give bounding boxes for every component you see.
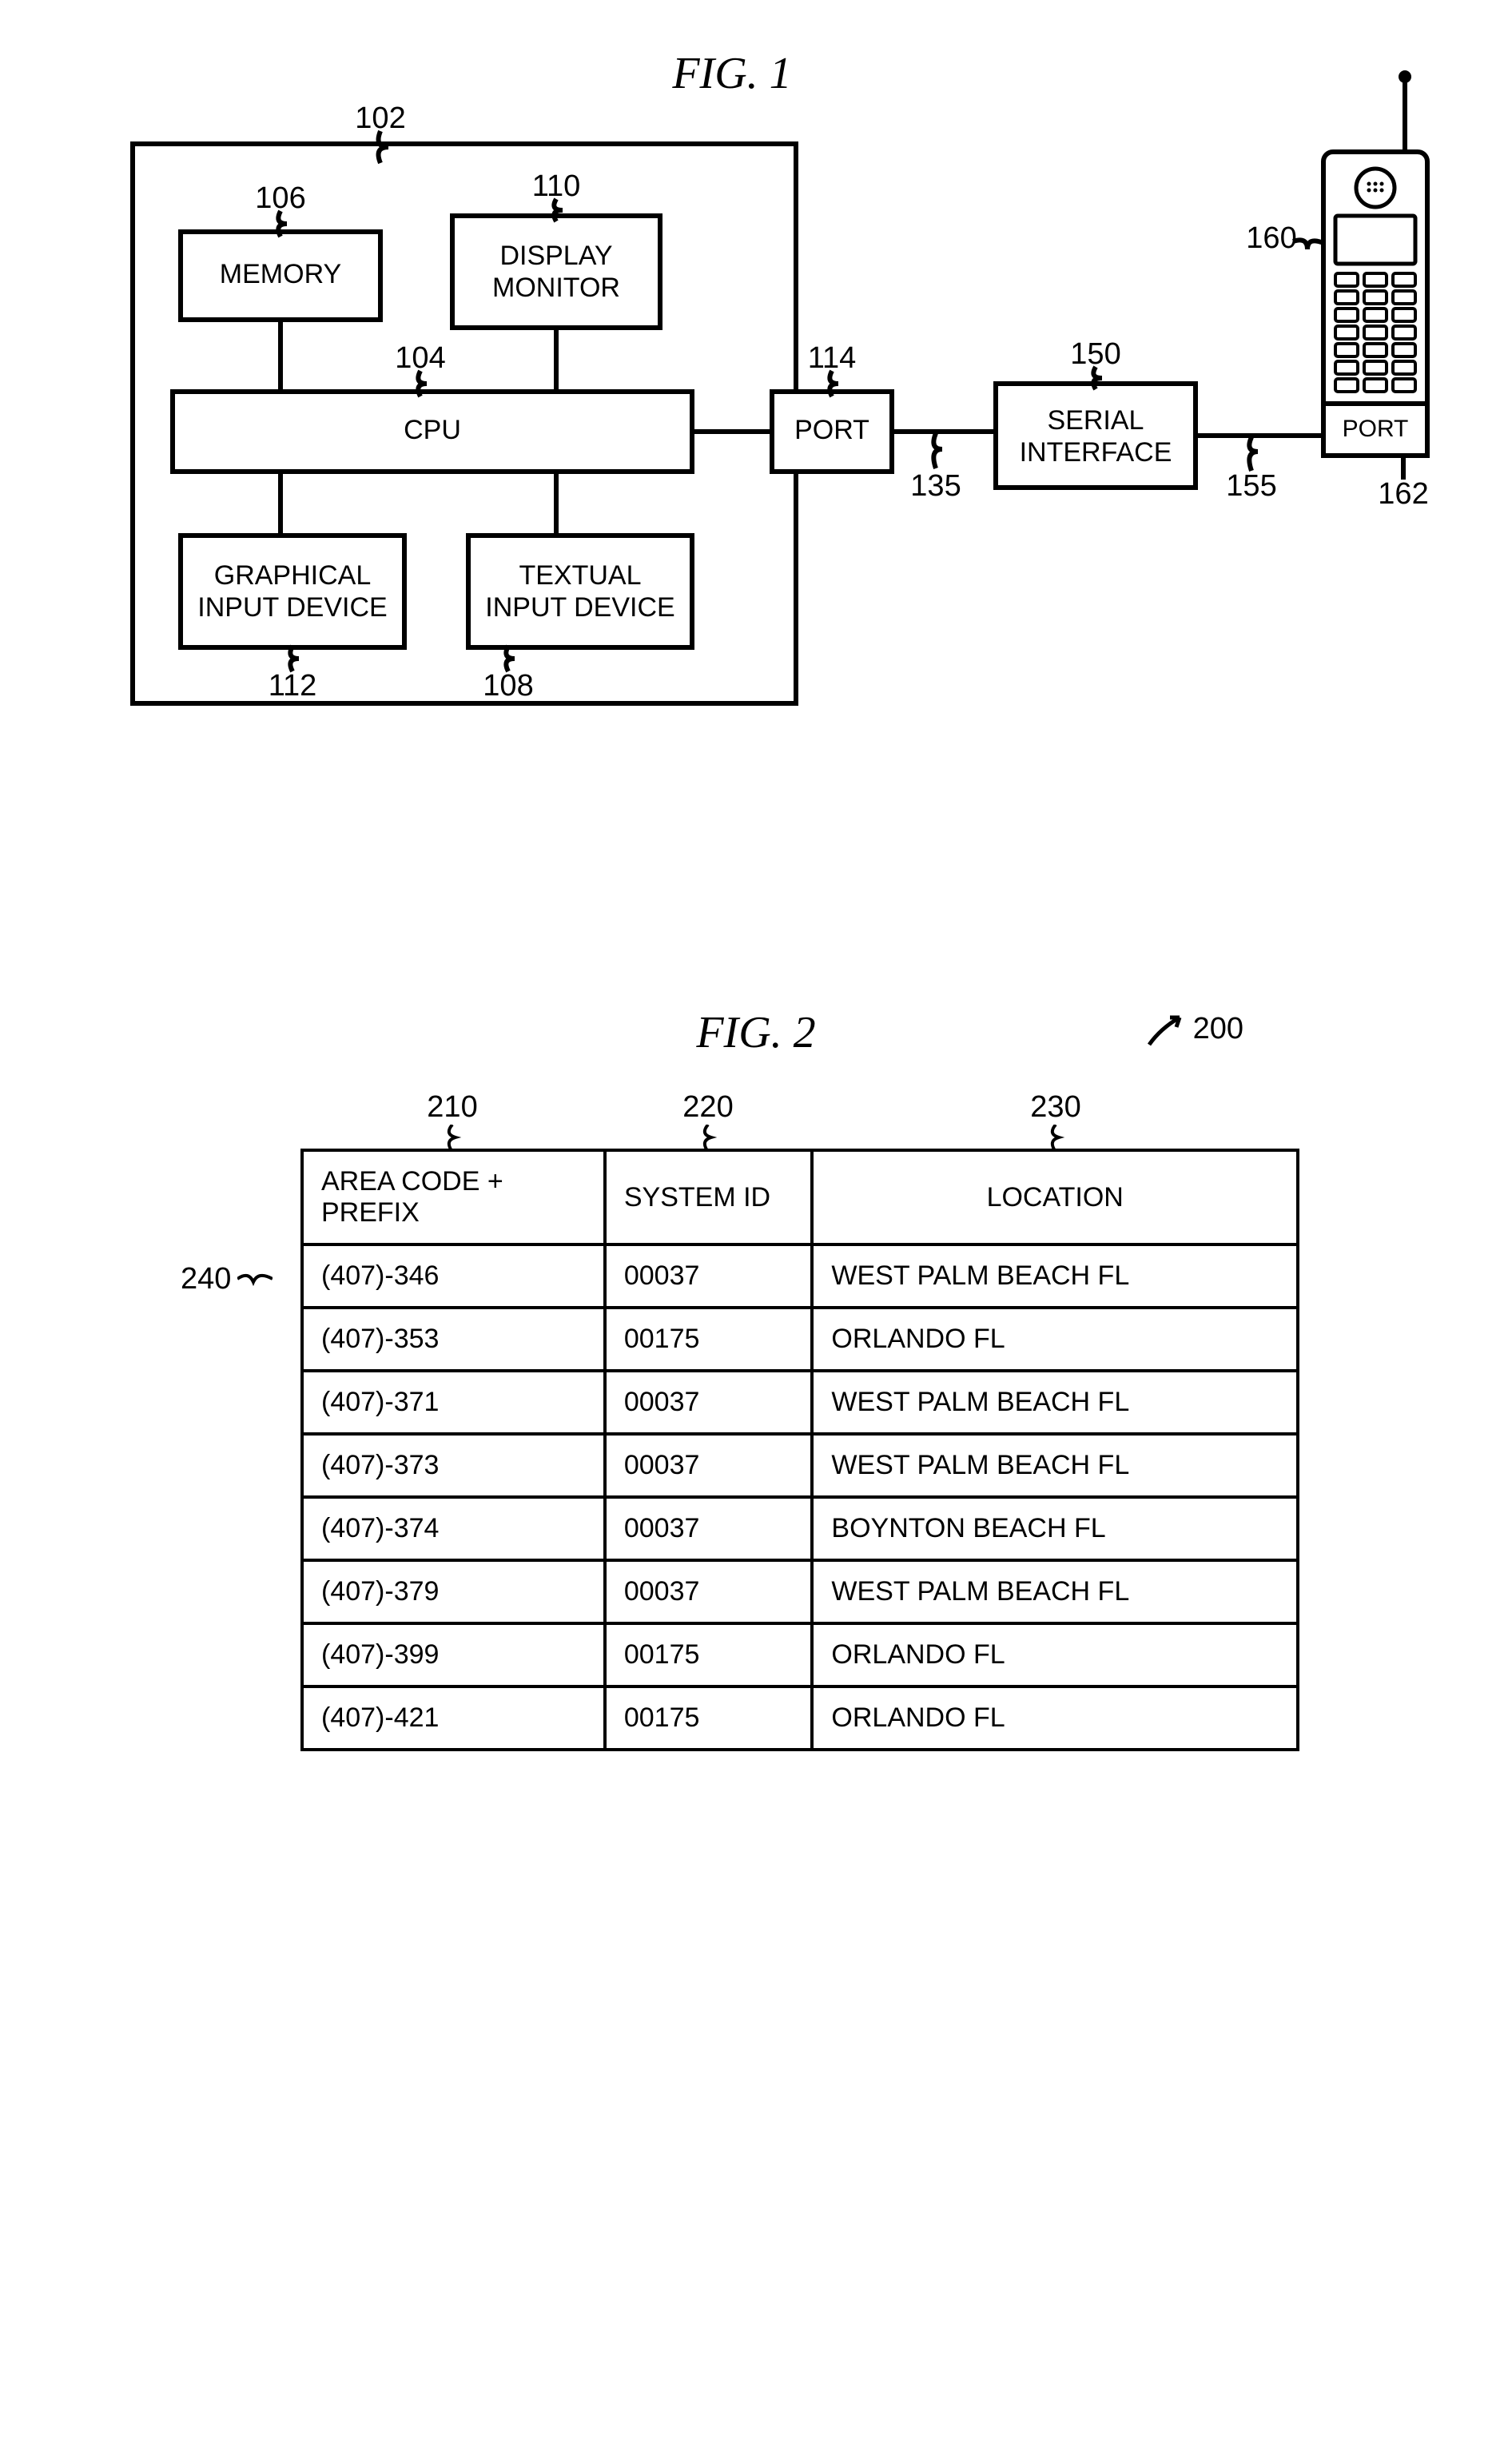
table-cell: (407)-346 (302, 1244, 605, 1308)
table-cell: (407)-399 (302, 1623, 605, 1686)
ref-112: 112 (269, 669, 317, 703)
col-header-2: LOCATION (812, 1150, 1298, 1244)
port-label: PORT (794, 415, 869, 445)
figure-1: FIG. 1 102 MEMORY 106 DISPLAY MONITOR 11… (77, 48, 1435, 767)
fig2-caption-row: FIG. 2 200 (157, 1007, 1355, 1058)
table-cell: (407)-374 (302, 1497, 605, 1560)
table-row: (407)-39900175ORLANDO FL (302, 1623, 1298, 1686)
table-header-row: AREA CODE + PREFIX SYSTEM ID LOCATION (302, 1150, 1298, 1244)
phone-icon (1323, 70, 1427, 456)
ref-102: 102 (355, 102, 405, 135)
ref-150: 150 (1070, 337, 1120, 371)
ref-104: 104 (395, 341, 445, 375)
fig2-table: AREA CODE + PREFIX SYSTEM ID LOCATION (4… (300, 1149, 1299, 1751)
table-cell: 00175 (605, 1308, 813, 1371)
table-cell: WEST PALM BEACH FL (812, 1560, 1298, 1623)
leader-160 (1293, 240, 1323, 249)
table-row: (407)-35300175ORLANDO FL (302, 1308, 1298, 1371)
table-cell: ORLANDO FL (812, 1686, 1298, 1750)
table-cell: WEST PALM BEACH FL (812, 1244, 1298, 1308)
table-cell: 00037 (605, 1371, 813, 1434)
table-row: (407)-37400037BOYNTON BEACH FL (302, 1497, 1298, 1560)
graphical-label-2: INPUT DEVICE (197, 592, 387, 623)
table-cell: 00175 (605, 1686, 813, 1750)
table-row: (407)-42100175ORLANDO FL (302, 1686, 1298, 1750)
table-cell: 00037 (605, 1434, 813, 1497)
ref-240-wrap: 240 (181, 1262, 273, 1296)
phone-port-label: PORT (1343, 416, 1409, 442)
table-cell: 00037 (605, 1560, 813, 1623)
ref-240: 240 (181, 1262, 231, 1296)
column-refs: 210 220 230 (300, 1090, 1299, 1149)
fig2-caption: FIG. 2 (696, 1008, 815, 1057)
textual-label-1: TEXTUAL (519, 560, 641, 591)
ref-200: 200 (1193, 1012, 1243, 1045)
ref-106: 106 (255, 181, 305, 215)
table-row: (407)-37300037WEST PALM BEACH FL (302, 1434, 1298, 1497)
ref-155: 155 (1226, 469, 1276, 503)
figure-2: FIG. 2 200 210 220 230 240 AREA CODE + P… (157, 1007, 1355, 1751)
leader-155 (1249, 437, 1258, 471)
cpu-label: CPU (404, 415, 461, 445)
ref-135: 135 (910, 469, 961, 503)
table-cell: 00037 (605, 1244, 813, 1308)
table-cell: (407)-421 (302, 1686, 605, 1750)
table-row: (407)-34600037WEST PALM BEACH FL (302, 1244, 1298, 1308)
table-cell: (407)-379 (302, 1560, 605, 1623)
ref-162: 162 (1378, 477, 1428, 511)
table-cell: 00037 (605, 1497, 813, 1560)
textual-label-2: INPUT DEVICE (485, 592, 674, 623)
table-cell: ORLANDO FL (812, 1623, 1298, 1686)
ref-200-wrap: 200 (1144, 1012, 1243, 1048)
ref-108: 108 (483, 669, 533, 703)
table-cell: (407)-373 (302, 1434, 605, 1497)
col-header-1: SYSTEM ID (605, 1150, 813, 1244)
graphical-label-1: GRAPHICAL (214, 560, 372, 591)
table-cell: BOYNTON BEACH FL (812, 1497, 1298, 1560)
table-cell: WEST PALM BEACH FL (812, 1371, 1298, 1434)
display-label-1: DISPLAY (499, 241, 612, 271)
col-header-0: AREA CODE + PREFIX (302, 1150, 605, 1244)
table-cell: 00175 (605, 1623, 813, 1686)
memory-label: MEMORY (220, 259, 341, 289)
serial-box (996, 384, 1196, 488)
display-label-2: MONITOR (492, 273, 620, 303)
ref-230: 230 (812, 1090, 1299, 1125)
ref-220: 220 (604, 1090, 812, 1125)
table-cell: ORLANDO FL (812, 1308, 1298, 1371)
table-cell: WEST PALM BEACH FL (812, 1434, 1298, 1497)
fig1-caption: FIG. 1 (671, 49, 791, 98)
leader-135 (933, 433, 942, 468)
serial-label-1: SERIAL (1048, 405, 1144, 436)
table-cell: (407)-371 (302, 1371, 605, 1434)
table-cell: (407)-353 (302, 1308, 605, 1371)
ref-114: 114 (808, 341, 857, 375)
serial-label-2: INTERFACE (1020, 437, 1172, 468)
table-row: (407)-37900037WEST PALM BEACH FL (302, 1560, 1298, 1623)
table-row: (407)-37100037WEST PALM BEACH FL (302, 1371, 1298, 1434)
ref-110: 110 (532, 169, 581, 203)
ref-160: 160 (1246, 221, 1296, 255)
ref-210: 210 (300, 1090, 604, 1125)
